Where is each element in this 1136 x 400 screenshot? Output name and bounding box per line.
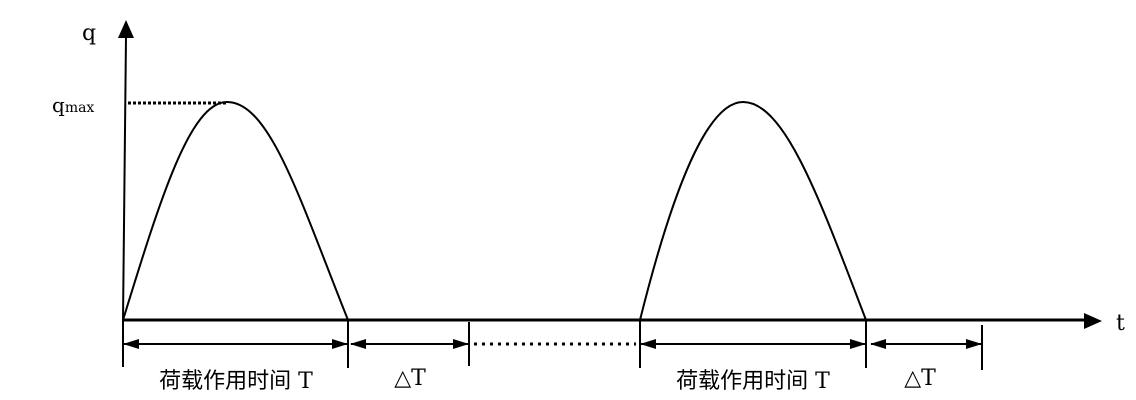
interval-label-3: 荷载作用时间 T [676,369,830,394]
y-axis-label: q [82,21,96,46]
interval-label-4: △T [904,366,936,391]
load-curve-2 [639,100,867,321]
interval-label-2: △T [394,366,426,391]
x-axis-arrow-icon [1084,313,1102,329]
x-axis-label: t [1116,311,1125,336]
load-curve-1 [122,100,349,321]
interval-label-1: 荷载作用时间 T [159,369,313,394]
y-axis-arrow-icon [118,20,134,38]
qmax-label: qmax [52,93,94,117]
y-axis [122,35,127,321]
